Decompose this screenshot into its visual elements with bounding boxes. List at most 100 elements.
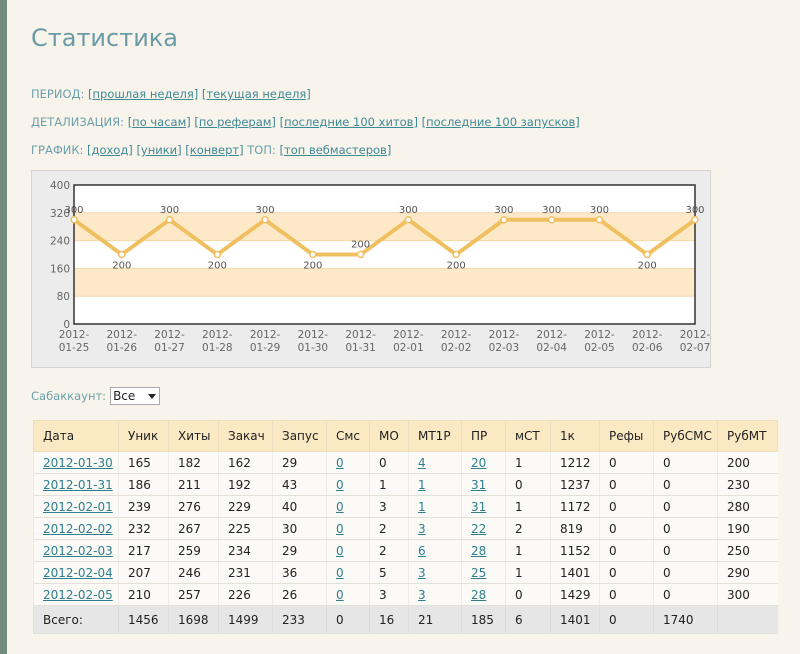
period-current-week-link[interactable]: [текущая неделя] bbox=[201, 87, 311, 101]
table-cell: 0 bbox=[326, 473, 370, 496]
total-row: Всего: 1456 1698 1499 233 0 16 21 185 6 1401 0 1740 bbox=[33, 605, 778, 634]
detail-last-100-hits-link[interactable]: [последние 100 хитов] bbox=[279, 115, 418, 129]
cell-link[interactable]: 3 bbox=[418, 565, 426, 580]
table-cell: 0 bbox=[369, 451, 409, 474]
cell-link[interactable]: 1 bbox=[418, 499, 426, 514]
chart-band bbox=[74, 268, 695, 297]
cell-link[interactable]: 28 bbox=[471, 587, 487, 602]
cell-link[interactable]: 0 bbox=[336, 565, 344, 580]
table-cell: 0 bbox=[599, 539, 654, 562]
date-link[interactable]: 2012-02-04 bbox=[43, 565, 113, 580]
table-cell: 234 bbox=[218, 539, 273, 562]
line-chart: 0 80 160 240 320 400 2012- 01-25 2012- 01-26 2012-… bbox=[31, 170, 711, 368]
cell-link[interactable]: 6 bbox=[418, 543, 426, 558]
table-cell: 28 bbox=[461, 539, 506, 562]
period-last-week-link[interactable]: [прошлая неделя] bbox=[88, 87, 199, 101]
date-link[interactable]: 2012-01-30 bbox=[43, 455, 113, 470]
date-link[interactable]: 2012-01-31 bbox=[43, 477, 113, 492]
table-cell: 229 bbox=[218, 495, 273, 518]
table-cell: 1172 bbox=[550, 495, 600, 518]
table-cell: 2012-02-01 bbox=[33, 495, 119, 518]
cell-link[interactable]: 0 bbox=[336, 521, 344, 536]
data-point bbox=[261, 216, 269, 224]
top-webmasters-link[interactable]: [топ вебмастеров] bbox=[279, 143, 392, 157]
data-label: 200 bbox=[303, 261, 322, 272]
cell-link[interactable]: 25 bbox=[471, 565, 487, 580]
x-tick-label: 02-06 bbox=[632, 342, 663, 354]
subaccount-label: Сабаккаунт: bbox=[31, 389, 107, 403]
cell-link[interactable]: 28 bbox=[471, 543, 487, 558]
cell-link[interactable]: 4 bbox=[418, 455, 426, 470]
total-cell: 1456 bbox=[118, 605, 169, 634]
date-link[interactable]: 2012-02-03 bbox=[43, 543, 113, 558]
table-cell: 2012-01-30 bbox=[33, 451, 119, 474]
table-cell: 290 bbox=[717, 561, 778, 584]
table-cell: 0 bbox=[599, 583, 654, 606]
graph-income-link[interactable]: [доход] bbox=[87, 143, 133, 157]
column-header: МТ1Р bbox=[408, 420, 462, 452]
table-cell: 230 bbox=[717, 473, 778, 496]
x-tick-label: 2012- bbox=[632, 329, 663, 341]
table-cell: 31 bbox=[461, 495, 506, 518]
detail-by-referrer-link[interactable]: [по реферам] bbox=[194, 115, 276, 129]
table-cell: 165 bbox=[118, 451, 169, 474]
detail-last-100-launches-link[interactable]: [последние 100 запусков] bbox=[421, 115, 580, 129]
cell-link[interactable]: 0 bbox=[336, 499, 344, 514]
cell-link[interactable]: 3 bbox=[418, 521, 426, 536]
subaccount-select[interactable]: Все bbox=[110, 387, 161, 405]
table-cell: 0 bbox=[326, 539, 370, 562]
cell-link[interactable]: 20 bbox=[471, 455, 487, 470]
table-cell: 0 bbox=[326, 495, 370, 518]
date-link[interactable]: 2012-02-01 bbox=[43, 499, 113, 514]
graph-conversion-link[interactable]: [конверт] bbox=[185, 143, 244, 157]
cell-link[interactable]: 0 bbox=[336, 587, 344, 602]
plot-frame bbox=[73, 184, 696, 325]
data-point bbox=[309, 250, 317, 259]
table-cell: 2 bbox=[369, 539, 409, 562]
period-label: ПЕРИОД: bbox=[31, 87, 85, 101]
detail-by-hour-link[interactable]: [по часам] bbox=[127, 115, 191, 129]
graph-uniques-link[interactable]: [уники] bbox=[136, 143, 182, 157]
data-point bbox=[547, 216, 556, 224]
total-cell: 1698 bbox=[168, 605, 219, 634]
table-cell: 0 bbox=[599, 517, 654, 540]
table-cell: 25 bbox=[461, 561, 506, 584]
cell-link[interactable]: 3 bbox=[418, 587, 426, 602]
cell-link[interactable]: 0 bbox=[336, 543, 344, 558]
table-cell: 0 bbox=[653, 539, 718, 562]
table-cell: 6 bbox=[408, 539, 462, 562]
detail-row: ДЕТАЛИЗАЦИЯ: [по часам] [по реферам] [по… bbox=[31, 115, 580, 129]
total-cell: 0 bbox=[326, 605, 370, 634]
date-link[interactable]: 2012-02-02 bbox=[43, 521, 113, 536]
table-row: 2012-02-05 210 257 226 26 0 3 3 28 0 1429 0 0 300 bbox=[33, 583, 778, 606]
cell-link[interactable]: 31 bbox=[471, 477, 487, 492]
x-tick-label: 02-04 bbox=[536, 342, 567, 354]
x-tick-label: 01-29 bbox=[250, 342, 281, 354]
column-header: Дата bbox=[33, 420, 119, 452]
table-cell: 280 bbox=[717, 495, 778, 518]
table-cell: 246 bbox=[168, 561, 219, 584]
table-cell: 259 bbox=[168, 539, 219, 562]
table-cell: 232 bbox=[118, 517, 169, 540]
table-cell: 0 bbox=[653, 495, 718, 518]
x-tick-label: 02-03 bbox=[489, 342, 520, 354]
cell-link[interactable]: 0 bbox=[336, 455, 344, 470]
cell-link[interactable]: 0 bbox=[336, 477, 344, 492]
x-tick-label: 2012- bbox=[107, 329, 138, 341]
top-label: ТОП: bbox=[247, 143, 276, 157]
cell-link[interactable]: 1 bbox=[418, 477, 426, 492]
table-cell: 0 bbox=[599, 495, 654, 518]
x-tick-label: 01-28 bbox=[202, 342, 233, 354]
x-tick-label: 02-01 bbox=[393, 342, 424, 354]
cell-link[interactable]: 22 bbox=[471, 521, 487, 536]
table-cell: 1 bbox=[408, 495, 462, 518]
table-row: 2012-01-31 186 211 192 43 0 1 1 31 0 1237 0 0 230 bbox=[33, 473, 778, 496]
cell-link[interactable]: 31 bbox=[471, 499, 487, 514]
data-point bbox=[643, 250, 651, 259]
table-cell: 200 bbox=[717, 451, 778, 474]
table-cell: 190 bbox=[717, 517, 778, 540]
date-link[interactable]: 2012-02-05 bbox=[43, 587, 113, 602]
table-row: 2012-02-04 207 246 231 36 0 5 3 25 1 1401 0 0 290 bbox=[33, 561, 778, 584]
x-tick-label: 02-05 bbox=[584, 342, 615, 354]
x-tick-label: 2012- bbox=[202, 329, 233, 341]
